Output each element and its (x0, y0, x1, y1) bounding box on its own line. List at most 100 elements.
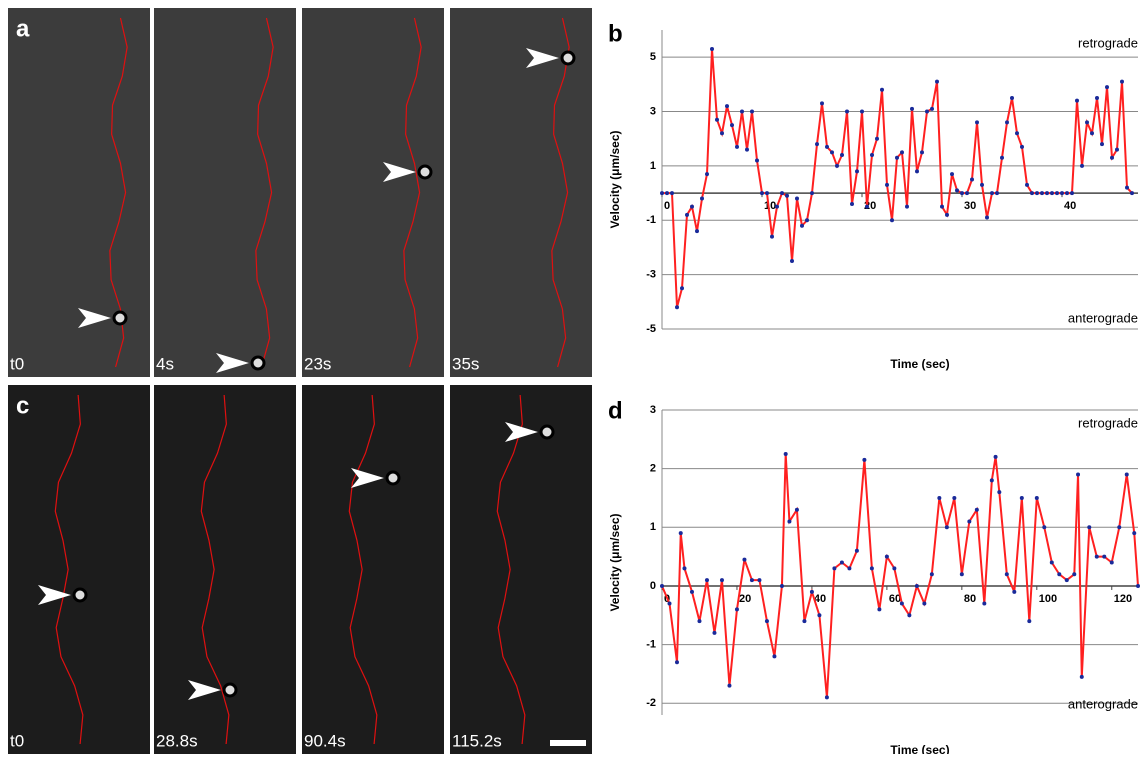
data-point (1055, 191, 1059, 196)
data-point (892, 566, 897, 571)
data-point (865, 204, 869, 209)
trajectory (255, 17, 274, 368)
data-point (785, 193, 789, 198)
trajectory (551, 17, 570, 368)
data-point (705, 172, 709, 177)
data-point (900, 150, 904, 155)
arrowhead (383, 162, 416, 182)
data-point (860, 109, 864, 114)
data-point (727, 683, 732, 688)
arrowhead (505, 422, 538, 442)
data-point (974, 507, 979, 512)
velocity-line (661, 453, 1139, 698)
data-point (1030, 191, 1034, 196)
micrograph-frame (302, 385, 444, 754)
frame-label: 90.4s (304, 731, 346, 750)
particle (539, 424, 555, 440)
data-point (830, 150, 834, 155)
data-point (850, 201, 854, 206)
data-point (1010, 95, 1014, 100)
scale-bar (550, 740, 586, 746)
data-point (815, 142, 819, 147)
panel-letter: a (16, 15, 30, 42)
data-point (825, 144, 829, 149)
trajectory (348, 394, 378, 745)
panel-letter: d (608, 397, 623, 424)
data-point (809, 589, 814, 594)
data-point (1130, 191, 1134, 196)
data-point (1090, 131, 1094, 136)
data-point (914, 583, 919, 588)
x-tick-label: 40 (814, 593, 826, 605)
data-point (704, 578, 709, 583)
data-point (1094, 554, 1099, 559)
data-point (755, 158, 759, 163)
data-point (1110, 155, 1114, 160)
data-point (1015, 131, 1019, 136)
micrograph-frame (8, 8, 150, 377)
data-point (660, 583, 664, 588)
data-point (1064, 578, 1069, 583)
data-point (690, 204, 694, 209)
y-tick-label: 2 (650, 463, 656, 475)
y-tick-label: -5 (646, 323, 656, 335)
data-point (989, 478, 994, 483)
y-tick-label: 3 (650, 404, 656, 416)
data-point (820, 101, 824, 106)
data-point (772, 654, 777, 659)
data-point (975, 120, 979, 125)
data-point (1000, 155, 1004, 160)
x-axis-label: Time (sec) (890, 357, 949, 371)
data-point (870, 153, 874, 158)
data-point (832, 566, 837, 571)
data-point (770, 234, 774, 239)
data-point (1040, 191, 1044, 196)
data-point (1070, 191, 1074, 196)
data-point (764, 619, 769, 624)
annotation: anterograde (1068, 310, 1138, 325)
annotation: retrograde (1078, 415, 1138, 430)
data-point (884, 554, 889, 559)
data-point (959, 572, 964, 577)
panel-letter: b (608, 20, 623, 47)
data-point (710, 47, 714, 52)
y-tick-label: -2 (646, 697, 656, 709)
data-point (1095, 95, 1099, 100)
data-point (950, 172, 954, 177)
data-point (1076, 472, 1081, 477)
x-tick-label: 100 (1039, 593, 1057, 605)
particle (385, 470, 401, 486)
data-point (940, 204, 944, 209)
data-point (899, 601, 904, 606)
data-point (1124, 472, 1129, 477)
y-tick-label: 3 (650, 105, 656, 117)
data-point (800, 223, 804, 228)
particle (72, 587, 88, 603)
data-point (787, 519, 792, 524)
data-point (1019, 495, 1024, 500)
data-point (905, 204, 909, 209)
arrowhead (78, 308, 111, 328)
data-point (730, 123, 734, 128)
data-point (1065, 191, 1069, 196)
data-point (1034, 495, 1039, 500)
data-point (682, 566, 687, 571)
data-point (945, 212, 949, 217)
data-point (970, 177, 974, 182)
arrowhead (38, 585, 71, 605)
data-point (960, 191, 964, 196)
x-tick-label: 20 (739, 593, 751, 605)
trajectory (200, 394, 230, 745)
y-tick-label: -1 (646, 639, 656, 651)
data-point (985, 215, 989, 220)
data-point (1120, 79, 1124, 84)
data-point (780, 191, 784, 196)
frame-label: 4s (156, 354, 174, 373)
y-axis-label: Velocity (μm/sec) (608, 130, 622, 228)
particle (222, 682, 238, 698)
trajectory (54, 394, 84, 745)
data-point (1115, 147, 1119, 152)
data-point (1132, 531, 1137, 536)
data-point (944, 525, 949, 530)
